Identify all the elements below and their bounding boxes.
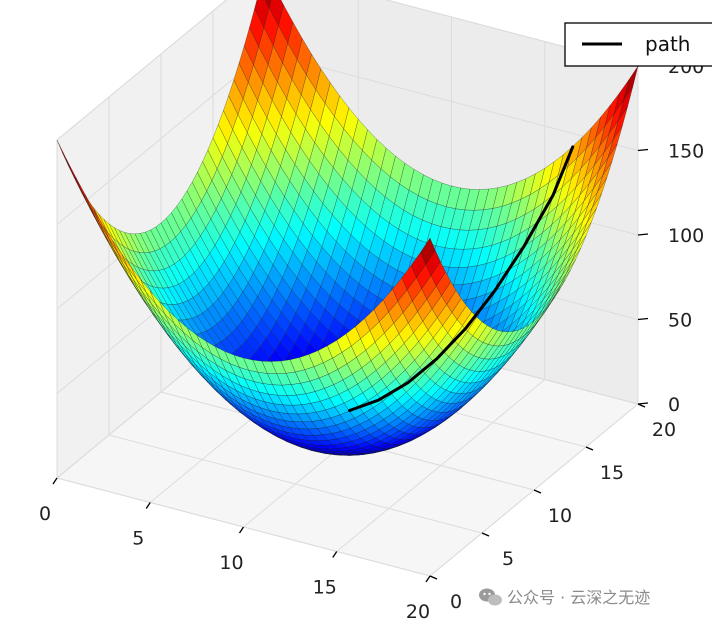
- x-tick-label: 20: [406, 601, 430, 623]
- z-tick: [637, 402, 649, 405]
- y-tick: [481, 532, 490, 537]
- grid-line-y: [108, 434, 483, 534]
- legend-label-path: path: [645, 32, 690, 56]
- x-tick-label: 10: [219, 552, 243, 574]
- x-tick: [425, 575, 431, 583]
- wechat-icon: [479, 588, 502, 606]
- z-tick: [637, 233, 649, 236]
- x-tick: [52, 477, 58, 485]
- y-tick-label: 0: [450, 591, 462, 613]
- watermark: 公众号 · 云深之无迹: [479, 588, 650, 607]
- x-tick: [145, 502, 151, 509]
- x-tick: [238, 526, 245, 534]
- x-tick-label: 15: [313, 577, 337, 599]
- z-tick: [637, 317, 649, 321]
- z-tick-label: 0: [668, 394, 680, 416]
- surface-plot: [56, 0, 639, 456]
- path-series: [348, 145, 575, 412]
- y-tick: [533, 489, 542, 494]
- y-tick: [429, 575, 438, 580]
- y-tick-label: 5: [502, 548, 514, 570]
- grid-line-z: [56, 0, 639, 141]
- series-line-path: [348, 145, 575, 412]
- watermark-text: 公众号 · 云深之无迹: [507, 588, 650, 607]
- x-tick: [332, 551, 338, 558]
- z-tick: [637, 148, 649, 152]
- x-tick-label: 5: [132, 528, 144, 550]
- legend: path: [564, 22, 712, 67]
- z-tick-label: 150: [668, 141, 704, 163]
- z-tick-label: 100: [668, 225, 704, 247]
- x-tick-label: 0: [39, 503, 51, 525]
- y-tick-label: 20: [652, 419, 676, 441]
- y-tick-label: 10: [548, 505, 572, 527]
- y-tick-label: 15: [600, 462, 624, 484]
- y-tick: [585, 446, 594, 451]
- z-tick-label: 50: [668, 310, 692, 332]
- surface-facet: [420, 237, 436, 265]
